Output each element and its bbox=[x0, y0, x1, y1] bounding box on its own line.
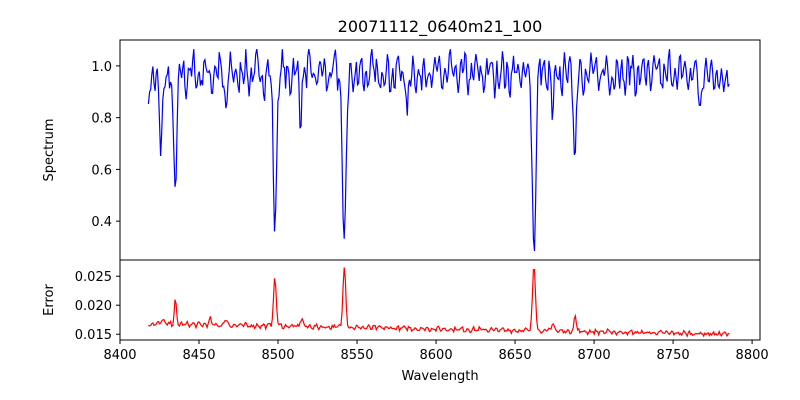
spectrum-y-tick-label: 1.0 bbox=[91, 60, 112, 75]
x-tick-label: 8700 bbox=[578, 348, 611, 363]
error-y-tick-label: 0.025 bbox=[75, 270, 112, 285]
error-y-tick-label: 0.015 bbox=[75, 328, 112, 343]
wavelength-x-axis-label: Wavelength bbox=[401, 369, 478, 384]
x-tick-label: 8550 bbox=[340, 348, 373, 363]
x-tick-label: 8450 bbox=[182, 348, 215, 363]
error-y-axis-label: Error bbox=[42, 284, 57, 316]
x-tick-label: 8600 bbox=[420, 348, 453, 363]
error-series-line bbox=[148, 267, 730, 338]
error-plot-area bbox=[148, 267, 730, 338]
error-axes-frame bbox=[119, 259, 761, 341]
spectrum-series-line bbox=[147, 48, 730, 252]
x-tick-label: 8750 bbox=[657, 348, 690, 363]
spectrum-y-ticks: 0.4 0.6 0.8 1.0 bbox=[91, 60, 120, 230]
error-y-ticks: 0.015 0.020 0.025 bbox=[75, 270, 120, 343]
error-panel: 0.015 0.020 0.025 8400 8450 8500 8550 8600 8650… bbox=[42, 259, 769, 384]
spectrum-y-tick-label: 0.4 bbox=[91, 215, 112, 230]
spectrum-y-axis-label: Spectrum bbox=[42, 119, 57, 182]
x-tick-label: 8650 bbox=[499, 348, 532, 363]
spectrum-plot-area bbox=[147, 48, 730, 252]
spectrum-panel: 20071112_0640m21_100 0.4 0.6 0.8 1.0 Spectr… bbox=[42, 17, 761, 261]
wavelength-x-ticks: 8400 8450 8500 8550 8600 8650 8700 8750 8800 bbox=[103, 340, 769, 363]
spectrum-y-tick-label: 0.8 bbox=[91, 112, 112, 127]
chart-title: 20071112_0640m21_100 bbox=[338, 17, 543, 37]
x-tick-label: 8800 bbox=[736, 348, 769, 363]
x-tick-label: 8500 bbox=[261, 348, 294, 363]
spectrum-y-tick-label: 0.6 bbox=[91, 163, 112, 178]
error-y-tick-label: 0.020 bbox=[75, 299, 112, 314]
x-tick-label: 8400 bbox=[103, 348, 136, 363]
